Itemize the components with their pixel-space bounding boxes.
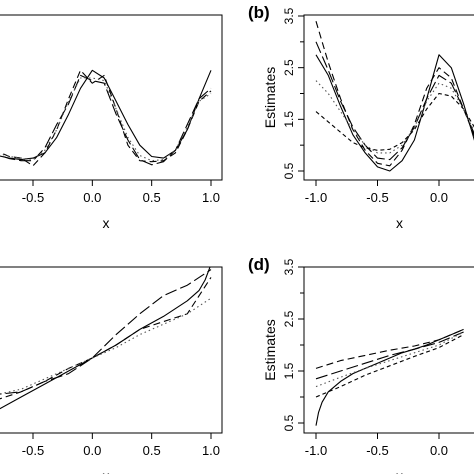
- panel-b: -1.0 -0.5 0.0 x 0.5 1.5 2.5 3.5 Estimates (b): [248, 3, 474, 231]
- panel-c: -0.5 0.0 0.5 1.0 x: [0, 266, 223, 474]
- x-tick-label-b-0: -1.0: [305, 190, 327, 205]
- series-line-c-2: [0, 269, 212, 395]
- plot-frame-c: [0, 266, 223, 434]
- x-tick-label-d-0: -1.0: [305, 443, 327, 458]
- plot-frame-d: [303, 266, 474, 434]
- plot-frame-a: [0, 14, 223, 181]
- y-tick-label-b-1: 1.5: [282, 111, 296, 128]
- y-tick-label-b-3: 3.5: [282, 7, 296, 24]
- x-tick-label-b-1: -0.5: [366, 190, 388, 205]
- series-line-a-2: [0, 69, 212, 167]
- series-line-c-3: [0, 277, 212, 400]
- panel-d: -1.0 -0.5 0.0 x 0.5 1.5 2.5 3.5 Estimates (d): [248, 255, 474, 474]
- x-tick-label-a-1: 0.0: [83, 190, 101, 205]
- plot-frame-b: [303, 14, 474, 181]
- series-line-a-3: [0, 74, 212, 166]
- series-group-c: [0, 267, 212, 410]
- y-axis-label-b: Estimates: [262, 67, 278, 128]
- series-line-c-4: [0, 297, 212, 395]
- x-tick-label-b-2: 0.0: [430, 190, 448, 205]
- x-axis-label-d: x: [396, 468, 403, 474]
- series-line-d-2: [315, 328, 464, 369]
- series-line-d-3: [315, 331, 464, 380]
- y-tick-label-d-3: 3.5: [282, 258, 296, 275]
- x-tick-label-a-0: -0.5: [22, 190, 44, 205]
- y-tick-label-d-0: 0.5: [282, 414, 296, 431]
- series-group-a: [0, 69, 212, 167]
- x-tick-label-c-0: -0.5: [22, 443, 44, 458]
- series-line-b-3: [315, 41, 474, 161]
- series-line-d-4: [315, 331, 464, 388]
- series-line-b-2: [315, 21, 474, 167]
- series-group-b: [315, 21, 474, 172]
- panel-label-b: (b): [248, 3, 270, 22]
- x-tick-label-c-2: 0.5: [143, 443, 161, 458]
- panel-label-d: (d): [248, 255, 270, 274]
- series-line-b-1: [315, 54, 474, 172]
- y-tick-label-d-2: 2.5: [282, 310, 296, 327]
- y-tick-label-d-1: 1.5: [282, 362, 296, 379]
- series-line-c-1: [0, 267, 211, 410]
- y-axis-label-d: Estimates: [262, 319, 278, 380]
- series-line-a-1: [0, 69, 212, 161]
- series-line-b-4: [315, 80, 474, 154]
- x-tick-label-c-1: 0.0: [83, 443, 101, 458]
- series-line-d-1: [315, 328, 464, 426]
- x-tick-label-d-2: 0.0: [430, 443, 448, 458]
- panel-a: -0.5 0.0 0.5 1.0 x: [0, 14, 223, 231]
- series-line-a-4: [0, 77, 212, 162]
- series-line-d-5: [315, 334, 464, 398]
- y-tick-label-b-2: 2.5: [282, 59, 296, 76]
- y-tick-label-b-0: 0.5: [282, 162, 296, 179]
- x-tick-label-d-1: -0.5: [366, 443, 388, 458]
- x-axis-label-b: x: [396, 215, 403, 231]
- x-tick-label-a-2: 0.5: [143, 190, 161, 205]
- series-line-b-5: [315, 92, 474, 151]
- x-tick-label-a-3: 1.0: [202, 190, 220, 205]
- series-group-d: [315, 328, 464, 426]
- x-tick-label-c-3: 1.0: [202, 443, 220, 458]
- x-axis-label-a: x: [103, 215, 110, 231]
- x-axis-label-c: x: [103, 468, 110, 474]
